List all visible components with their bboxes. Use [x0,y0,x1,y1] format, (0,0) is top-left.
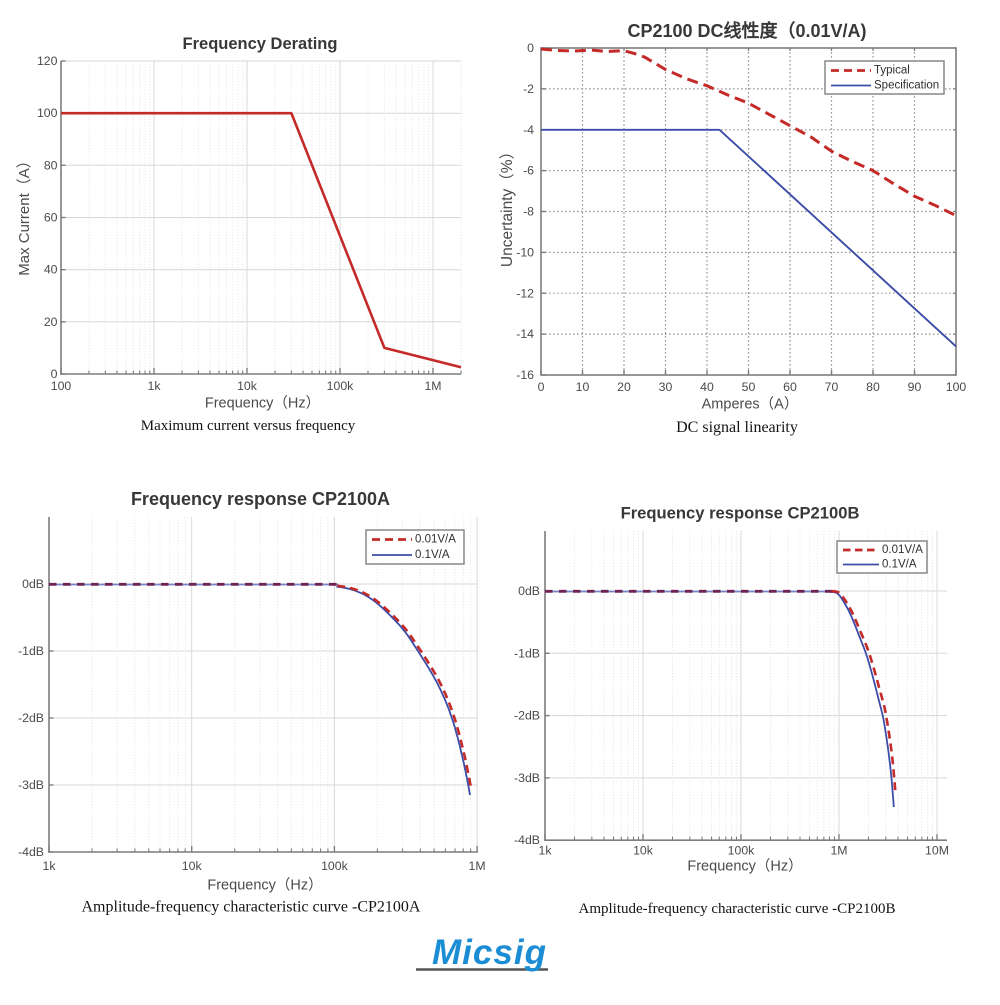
svg-text:1k: 1k [43,859,57,873]
svg-text:50: 50 [742,380,756,394]
svg-text:40: 40 [44,263,58,277]
svg-text:Amplitude-frequency characteri: Amplitude-frequency characteristic curve… [82,899,421,916]
svg-text:20: 20 [44,315,58,329]
svg-text:Max Current（A）: Max Current（A） [16,153,33,276]
svg-text:10: 10 [576,380,590,394]
svg-text:-10: -10 [516,245,534,259]
svg-text:1M: 1M [830,844,847,858]
svg-text:-3dB: -3dB [514,771,540,785]
svg-text:-14: -14 [516,327,534,341]
svg-text:20: 20 [617,380,631,394]
svg-text:-12: -12 [516,286,534,300]
svg-text:-1dB: -1dB [18,644,44,658]
svg-text:100k: 100k [327,379,355,393]
svg-text:-4dB: -4dB [514,833,540,847]
svg-text:1M: 1M [424,379,441,393]
svg-text:-16: -16 [516,368,534,382]
svg-text:1k: 1k [539,844,553,858]
svg-text:0.1V/A: 0.1V/A [415,549,450,561]
svg-text:60: 60 [44,211,58,225]
svg-text:10k: 10k [633,844,654,858]
svg-text:120: 120 [37,54,58,68]
svg-text:100: 100 [51,379,72,393]
svg-text:DC signal linearity: DC signal linearity [676,419,798,436]
svg-text:0dB: 0dB [518,584,540,598]
svg-text:100: 100 [37,106,58,120]
svg-text:-1dB: -1dB [514,646,540,660]
svg-text:-6: -6 [523,164,534,178]
svg-text:0: 0 [527,41,534,55]
svg-text:Frequency（Hz）: Frequency（Hz） [205,395,320,412]
svg-text:-4: -4 [523,123,534,137]
svg-text:0dB: 0dB [22,577,44,591]
svg-text:Maximum current versus frequen: Maximum current versus frequency [141,418,356,434]
svg-text:30: 30 [659,380,673,394]
svg-text:10M: 10M [925,844,949,858]
svg-text:70: 70 [825,380,839,394]
svg-text:-3dB: -3dB [18,778,44,792]
svg-text:-2dB: -2dB [18,711,44,725]
svg-text:CP2100 DC线性度（0.01V/A): CP2100 DC线性度（0.01V/A) [627,20,866,41]
svg-text:-2: -2 [523,82,534,96]
svg-text:-4dB: -4dB [18,845,44,859]
svg-text:100k: 100k [321,859,349,873]
svg-text:1M: 1M [469,859,486,873]
svg-text:80: 80 [44,158,58,172]
svg-text:Typical: Typical [874,65,910,77]
svg-text:Amplitude-frequency characteri: Amplitude-frequency characteristic curve… [579,901,896,917]
svg-text:1k: 1k [148,379,162,393]
svg-text:0.01V/A: 0.01V/A [415,534,456,546]
svg-text:Micsig: Micsig [432,933,547,972]
svg-text:Uncertainty（%）: Uncertainty（%） [499,144,516,267]
svg-text:Frequency（Hz）: Frequency（Hz） [207,877,322,894]
svg-text:Frequency response CP2100A: Frequency response CP2100A [131,489,390,509]
svg-text:Frequency Derating: Frequency Derating [183,35,338,53]
svg-text:10k: 10k [182,859,203,873]
svg-text:100k: 100k [728,844,756,858]
svg-text:0.1V/A: 0.1V/A [882,559,917,571]
svg-text:90: 90 [908,380,922,394]
svg-text:Specification: Specification [874,80,939,92]
svg-text:0: 0 [51,367,58,381]
svg-text:Frequency（Hz）: Frequency（Hz） [687,858,802,875]
svg-text:-8: -8 [523,205,534,219]
svg-text:-2dB: -2dB [514,709,540,723]
svg-text:80: 80 [866,380,880,394]
svg-text:Amperes（A）: Amperes（A） [702,396,799,413]
svg-text:0: 0 [538,380,545,394]
svg-text:Frequency response CP2100B: Frequency response CP2100B [621,504,860,523]
svg-text:40: 40 [700,380,714,394]
svg-text:60: 60 [783,380,797,394]
svg-text:100: 100 [946,380,967,394]
svg-text:0.01V/A: 0.01V/A [882,544,923,556]
svg-text:10k: 10k [237,379,258,393]
